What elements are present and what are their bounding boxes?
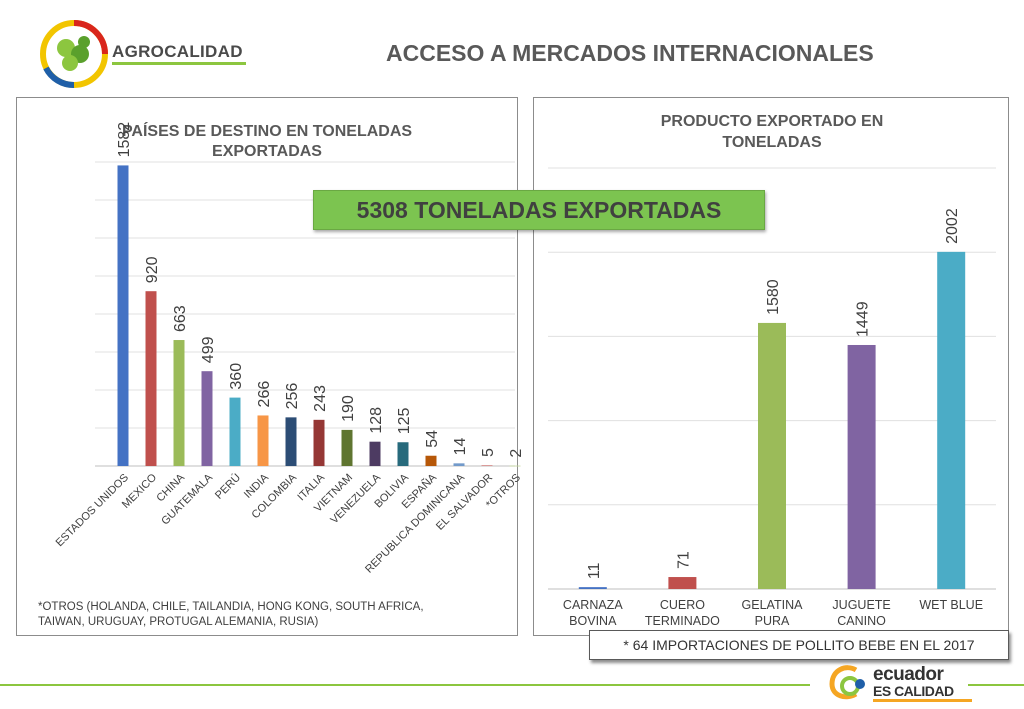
bar bbox=[397, 442, 409, 466]
category-label: TERMINADO bbox=[645, 614, 720, 628]
footer-divider-right bbox=[968, 684, 1024, 686]
bar bbox=[369, 441, 381, 466]
category-label: WET BLUE bbox=[919, 598, 983, 612]
data-label: 14 bbox=[452, 437, 469, 455]
products-bar-chart: PRODUCTO EXPORTADO EN TONELADAS 11 CARNAZA B… bbox=[548, 113, 996, 628]
footer-divider bbox=[0, 684, 810, 686]
agrocalidad-logo bbox=[40, 20, 108, 89]
chart-title-line: PAÍSES DE DESTINO EN TONELADAS bbox=[122, 121, 412, 140]
data-label: 920 bbox=[144, 256, 161, 283]
data-label: 1580 bbox=[765, 279, 782, 315]
brand-underline bbox=[112, 62, 246, 65]
bar bbox=[145, 291, 157, 466]
category-label: GELATINA bbox=[742, 598, 804, 612]
chart-title-line: TONELADAS bbox=[722, 134, 822, 151]
data-label: 1449 bbox=[855, 301, 872, 337]
countries-chart-panel: PAÍSES DE DESTINO EN TONELADAS EXPORTADAS… bbox=[16, 97, 525, 636]
bar bbox=[285, 417, 297, 466]
footer-logo-line1: ecuador bbox=[873, 664, 944, 685]
ecuador-logo-icon bbox=[829, 665, 865, 700]
footer-logo-line2: ES CALIDAD bbox=[873, 683, 972, 702]
category-label: BOVINA bbox=[569, 614, 617, 628]
bar bbox=[481, 465, 493, 466]
category-label: ESTADOS UNIDOS bbox=[54, 472, 131, 549]
data-label: 2002 bbox=[944, 208, 961, 244]
bar bbox=[847, 344, 876, 589]
bar bbox=[117, 165, 129, 467]
data-label: 663 bbox=[172, 305, 189, 332]
bar bbox=[341, 429, 353, 466]
chart-title-line: EXPORTADAS bbox=[212, 143, 322, 160]
page-title: ACCESO A MERCADOS INTERNACIONALES bbox=[386, 40, 874, 66]
bar bbox=[173, 340, 185, 466]
brand-name: AGROCALIDAD bbox=[112, 42, 243, 61]
data-label: 2 bbox=[508, 449, 525, 458]
category-label: PERÚ bbox=[212, 471, 243, 502]
bar bbox=[313, 419, 325, 466]
bar bbox=[257, 415, 269, 466]
data-label: 11 bbox=[586, 562, 603, 579]
bar bbox=[425, 455, 437, 466]
data-label: 128 bbox=[368, 407, 385, 434]
chart-title-line: PRODUCTO EXPORTADO EN bbox=[661, 113, 884, 130]
countries-bar-chart: PAÍSES DE DESTINO EN TONELADAS EXPORTADAS… bbox=[54, 121, 525, 576]
bar bbox=[578, 587, 607, 589]
category-label: PURA bbox=[755, 614, 790, 628]
bar bbox=[937, 251, 966, 589]
category-label: CUERO bbox=[660, 598, 705, 612]
data-label: 360 bbox=[228, 363, 245, 390]
data-label: 71 bbox=[675, 551, 692, 569]
total-exported-banner: 5308 TONELADAS EXPORTADAS bbox=[313, 190, 765, 230]
data-label: 5 bbox=[480, 448, 497, 457]
category-label: JUGUETE bbox=[832, 598, 890, 612]
bar bbox=[453, 463, 465, 466]
bar bbox=[201, 371, 213, 466]
data-label: 190 bbox=[340, 395, 357, 422]
data-label: 243 bbox=[312, 385, 329, 412]
data-label: 125 bbox=[396, 407, 413, 434]
products-chart-panel: PRODUCTO EXPORTADO EN TONELADAS 11 CARNAZA B… bbox=[533, 97, 1009, 636]
data-label: 499 bbox=[200, 336, 217, 363]
category-label: CARNAZA bbox=[563, 598, 623, 612]
data-label: 1582 bbox=[116, 122, 133, 158]
bar bbox=[668, 577, 697, 589]
bar bbox=[229, 397, 241, 466]
others-footnote: *OTROS (HOLANDA, CHILE, TAILANDIA, HONG … bbox=[38, 601, 424, 628]
bar bbox=[509, 465, 521, 467]
category-label: CANINO bbox=[837, 614, 886, 628]
bar bbox=[758, 322, 786, 589]
imports-note: * 64 IMPORTACIONES DE POLLITO BEBE EN EL… bbox=[589, 630, 1009, 660]
data-label: 54 bbox=[424, 430, 441, 448]
data-label: 266 bbox=[256, 381, 273, 408]
data-label: 256 bbox=[284, 383, 301, 410]
